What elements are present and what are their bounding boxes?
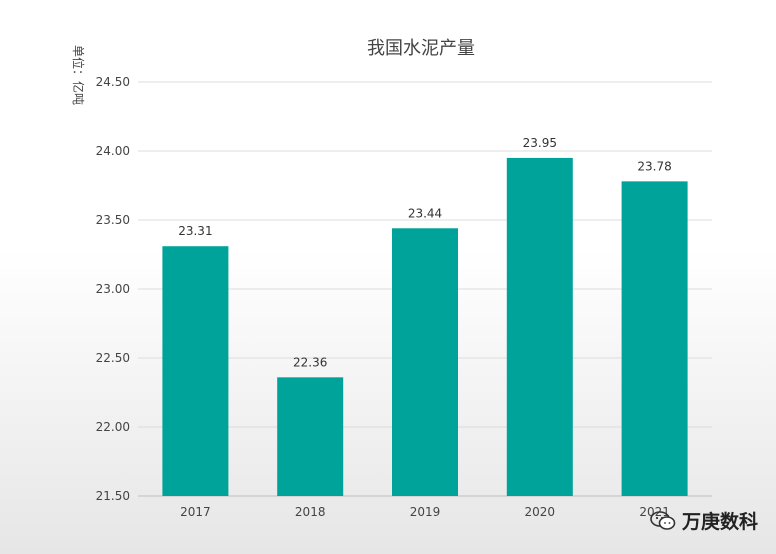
y-tick-label: 22.50 — [96, 351, 130, 365]
y-tick-label: 21.50 — [96, 489, 130, 503]
y-tick-label: 22.00 — [96, 420, 130, 434]
y-tick-label: 23.00 — [96, 282, 130, 296]
chart-title: 我国水泥产量 — [367, 38, 475, 59]
bar — [621, 181, 688, 497]
data-label: 22.36 — [293, 355, 327, 369]
bar — [277, 377, 344, 496]
x-tick-label: 2017 — [180, 505, 211, 519]
y-tick-label: 23.50 — [96, 213, 130, 227]
bar — [506, 157, 573, 496]
x-tick-label: 2020 — [525, 505, 556, 519]
bars — [162, 157, 688, 497]
x-tick-label: 2019 — [410, 505, 441, 519]
y-axis-ticks: 21.50 22.00 22.50 23.00 23.50 24.00 24.50 — [96, 75, 130, 503]
watermark-text: 万庚数科 — [681, 511, 758, 533]
wechat-icon — [650, 510, 676, 530]
data-label: 23.95 — [523, 136, 557, 150]
data-label: 23.44 — [408, 206, 442, 220]
y-tick-label: 24.00 — [96, 144, 130, 158]
bar — [162, 246, 229, 496]
data-labels: 23.31 22.36 23.44 23.95 23.78 — [178, 136, 672, 369]
data-label: 23.31 — [178, 224, 212, 238]
data-label: 23.78 — [637, 159, 671, 173]
x-tick-label: 2018 — [295, 505, 326, 519]
x-axis-ticks: 2017 2018 2019 2020 2021 — [180, 505, 670, 519]
watermark: 万庚数科 — [650, 507, 758, 534]
y-axis-label: 单位：亿吨 — [71, 45, 86, 105]
y-tick-label: 24.50 — [96, 75, 130, 89]
bar — [392, 228, 458, 496]
